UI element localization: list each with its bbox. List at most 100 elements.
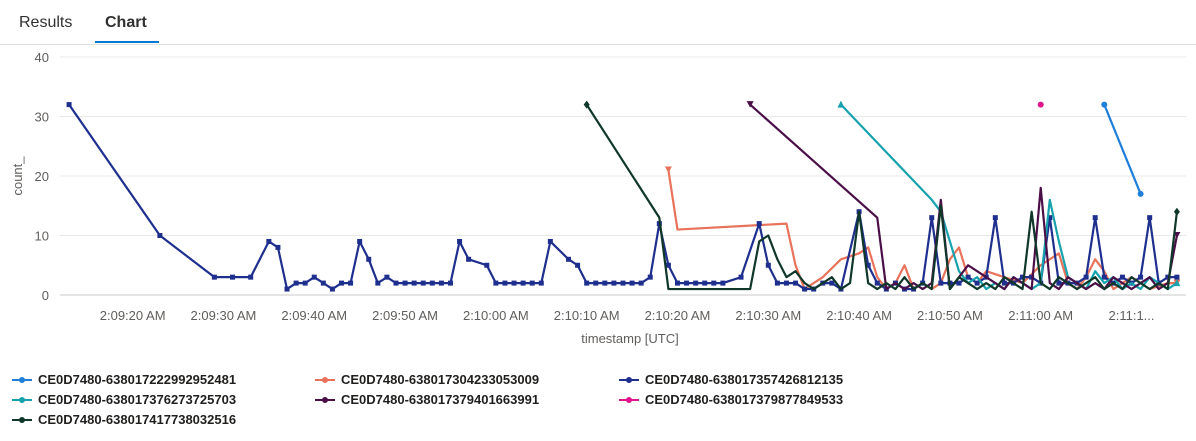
tab-results[interactable]: Results (19, 14, 73, 31)
data-point (529, 280, 535, 286)
legend-swatch-marker (19, 396, 25, 403)
y-tick-label: 20 (35, 169, 49, 184)
data-point (638, 280, 644, 286)
legend-swatch (12, 376, 32, 383)
legend-swatch (315, 396, 335, 403)
legend-label: CE0D7480-638017379877849533 (645, 392, 844, 407)
x-tick-label: 2:10:00 AM (463, 308, 529, 323)
data-point (802, 286, 808, 292)
legend-swatch-marker (626, 396, 632, 403)
data-point (602, 280, 608, 286)
x-tick-label: 2:09:30 AM (191, 308, 257, 323)
data-point (366, 256, 372, 262)
series-line-7 (585, 104, 1179, 291)
data-point (1138, 274, 1144, 280)
legend-swatch (619, 396, 639, 403)
legend-label: CE0D7480-638017417738032516 (38, 412, 237, 427)
data-point (339, 280, 344, 286)
data-point (674, 280, 680, 286)
x-tick-label: 2:10:50 AM (917, 308, 983, 323)
x-tick-label: 2:11:00 AM (1008, 308, 1073, 323)
x-tick-label: 2:10:10 AM (554, 308, 620, 323)
data-point (629, 280, 635, 286)
data-point (157, 233, 163, 238)
data-point (211, 274, 217, 280)
y-axis-label: count_ (10, 156, 25, 196)
legend-swatch (12, 416, 32, 423)
legend-swatch (12, 396, 32, 403)
legend-swatch-marker (322, 376, 328, 383)
data-point (511, 280, 517, 286)
data-point (284, 286, 290, 292)
data-point (502, 280, 508, 286)
data-point (329, 286, 335, 292)
legend-label: CE0D7480-638017222992952481 (38, 372, 237, 387)
data-point (865, 262, 871, 268)
data-point (756, 221, 762, 227)
legend-swatch-marker (19, 376, 25, 383)
tab-bar: Results Chart (0, 0, 1196, 45)
legend-swatch-marker (626, 376, 632, 383)
data-point (593, 280, 599, 286)
data-point (1101, 101, 1108, 108)
legend-swatch (315, 376, 335, 383)
data-point (411, 280, 417, 286)
data-point (620, 280, 626, 286)
data-point (711, 280, 717, 286)
legend-item[interactable]: CE0D7480-638017357426812135 (617, 372, 843, 387)
data-point (429, 280, 435, 286)
data-point (664, 166, 672, 174)
data-point (1165, 274, 1171, 280)
series-line-2 (667, 169, 1177, 291)
data-point (774, 280, 780, 286)
legend-item[interactable]: CE0D7480-638017222992952481 (10, 372, 236, 387)
data-point (547, 238, 553, 244)
data-point (248, 274, 254, 280)
data-point (230, 274, 236, 280)
data-point (66, 102, 72, 108)
data-point (302, 280, 308, 286)
legend-item[interactable]: CE0D7480-638017379401663991 (313, 392, 539, 407)
y-tick-label: 40 (35, 50, 49, 65)
data-point (538, 280, 544, 286)
chart-legend: CE0D7480-638017222992952481 CE0D7480-6380… (0, 368, 1196, 438)
data-point (1173, 279, 1181, 287)
legend-item[interactable]: CE0D7480-638017417738032516 (10, 412, 236, 427)
data-point (320, 280, 326, 286)
data-point (974, 280, 980, 286)
legend-item[interactable]: CE0D7480-638017379877849533 (617, 392, 843, 407)
data-point (348, 280, 354, 286)
data-point (1174, 274, 1180, 280)
data-point (293, 280, 299, 286)
data-point (738, 274, 744, 280)
data-point (929, 215, 935, 221)
data-point (266, 238, 272, 244)
data-point (393, 280, 399, 286)
data-point (837, 100, 845, 108)
legend-swatch-marker (19, 416, 25, 423)
data-point (1119, 274, 1125, 280)
data-point (384, 274, 390, 280)
data-point (1147, 215, 1153, 221)
data-point (493, 280, 499, 286)
data-point (520, 280, 526, 286)
data-point (1037, 101, 1044, 108)
legend-label: CE0D7480-638017357426812135 (645, 372, 844, 387)
data-point (746, 101, 754, 108)
x-tick-label: 2:10:40 AM (826, 308, 892, 323)
tab-chart[interactable]: Chart (105, 14, 147, 31)
data-point (684, 280, 690, 286)
data-point (1020, 274, 1026, 280)
legend-label: CE0D7480-638017379401663991 (341, 392, 540, 407)
data-point (1001, 280, 1007, 286)
data-point (1092, 215, 1098, 221)
series-line-3 (68, 103, 1177, 291)
x-axis-label: timestamp [UTC] (581, 331, 679, 346)
data-point (402, 280, 408, 286)
data-point (438, 280, 444, 286)
data-point (765, 262, 771, 268)
data-point (311, 274, 317, 280)
data-point (566, 256, 572, 262)
legend-item[interactable]: CE0D7480-638017376273725703 (10, 392, 236, 407)
legend-item[interactable]: CE0D7480-638017304233053009 (313, 372, 539, 387)
